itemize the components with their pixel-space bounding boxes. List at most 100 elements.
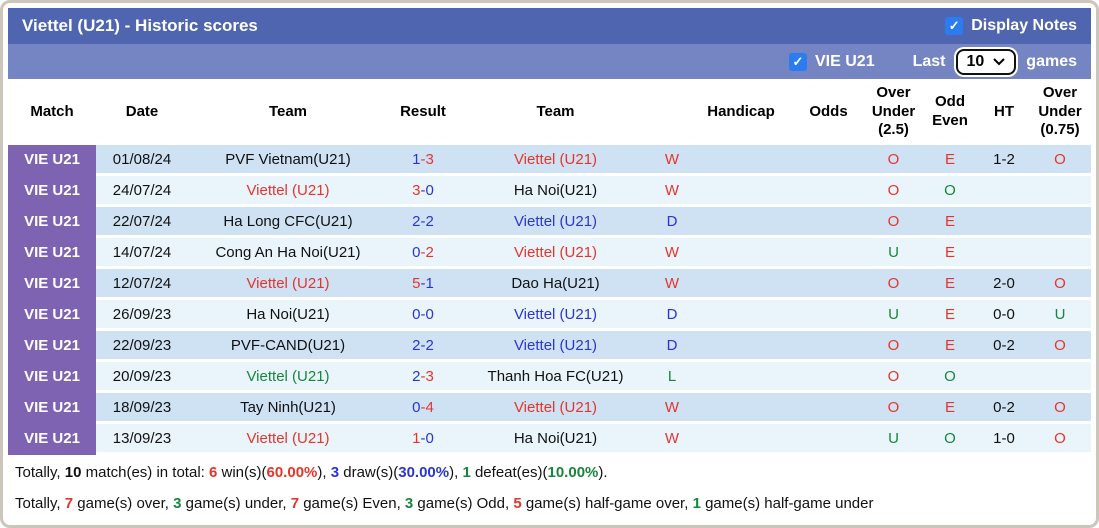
table-header-row: Match Date Team Result Team Handicap Odds Over … <box>8 79 1091 145</box>
away-team-cell: Viettel (U21) <box>458 207 653 238</box>
league-cell[interactable]: VIE U21 <box>8 238 96 269</box>
league-cell[interactable]: VIE U21 <box>8 362 96 393</box>
odd-even-cell: O <box>921 176 979 207</box>
league-cell[interactable]: VIE U21 <box>8 424 96 455</box>
over-under-25-cell: O <box>866 393 921 424</box>
home-team-cell: PVF-CAND(U21) <box>188 331 388 362</box>
column-header-2: Team <box>188 79 388 145</box>
over-under-075-cell: O <box>1029 393 1091 424</box>
away-team-cell: Viettel (U21) <box>458 145 653 176</box>
date-cell: 14/07/24 <box>96 238 188 269</box>
league-cell[interactable]: VIE U21 <box>8 145 96 176</box>
outcome-cell: W <box>653 145 691 176</box>
handicap-cell <box>691 331 791 362</box>
column-header-10: HT <box>979 79 1029 145</box>
filter-bar: ✓ VIE U21 Last 10 games <box>8 44 1091 79</box>
display-notes-label: Display Notes <box>971 17 1077 34</box>
home-team-cell: Cong An Ha Noi(U21) <box>188 238 388 269</box>
date-cell: 13/09/23 <box>96 424 188 455</box>
result-cell: 2-2 <box>388 207 458 238</box>
odd-even-cell: E <box>921 393 979 424</box>
handicap-cell <box>691 145 791 176</box>
display-notes-checkbox[interactable]: ✓ <box>945 17 964 35</box>
title-bar: Viettel (U21) - Historic scores ✓ Displa… <box>8 8 1091 44</box>
handicap-cell <box>691 300 791 331</box>
home-team-cell: Viettel (U21) <box>188 362 388 393</box>
league-cell[interactable]: VIE U21 <box>8 207 96 238</box>
table-row: VIE U21 12/07/24 Viettel (U21) 5-1 Dao Ha(U2… <box>8 269 1091 300</box>
team-filter-checkbox[interactable]: ✓ <box>789 52 807 71</box>
odd-even-cell: O <box>921 362 979 393</box>
league-cell[interactable]: VIE U21 <box>8 300 96 331</box>
games-count-select[interactable]: 10 <box>955 48 1017 75</box>
over-under-25-cell: U <box>866 424 921 455</box>
column-header-8: Over Under (2.5) <box>866 79 921 145</box>
summary-segment: 60.00% <box>266 464 318 481</box>
summary-segment: 5 <box>513 494 522 512</box>
over-under-075-cell <box>1029 238 1091 269</box>
league-cell[interactable]: VIE U21 <box>8 269 96 300</box>
column-header-7: Odds <box>791 79 866 145</box>
column-header-1: Date <box>96 79 188 145</box>
summary-segment: 7 <box>290 494 300 512</box>
odds-cell <box>791 207 866 238</box>
summary-segment: defeat(es)( <box>470 464 548 481</box>
result-cell: 1-0 <box>388 424 458 455</box>
result-cell: 3-0 <box>388 176 458 207</box>
odd-even-cell: E <box>921 331 979 362</box>
summary-segment: 30.00% <box>398 464 450 481</box>
over-under-075-cell: O <box>1029 269 1091 300</box>
summary-segment: match(es) in total: <box>81 464 209 481</box>
odd-even-cell: E <box>921 300 979 331</box>
table-row: VIE U21 22/09/23 PVF-CAND(U21) 2-2 Viettel (… <box>8 331 1091 362</box>
summary-segment: game(s) Odd, <box>413 494 514 512</box>
outcome-cell: D <box>653 300 691 331</box>
ht-cell: 1-0 <box>979 424 1029 455</box>
odd-even-cell: E <box>921 207 979 238</box>
table-row: VIE U21 18/09/23 Tay Ninh(U21) 0-4 Viettel (… <box>8 393 1091 424</box>
column-header-0: Match <box>8 79 96 145</box>
odd-even-cell: E <box>921 269 979 300</box>
date-cell: 22/09/23 <box>96 331 188 362</box>
summary-segment: 3 <box>173 494 182 512</box>
summary-segment: game(s) half-game over, <box>521 494 693 512</box>
odds-cell <box>791 176 866 207</box>
over-under-075-cell: O <box>1029 331 1091 362</box>
home-team-cell: Viettel (U21) <box>188 424 388 455</box>
home-team-cell: Ha Long CFC(U21) <box>188 207 388 238</box>
league-cell[interactable]: VIE U21 <box>8 331 96 362</box>
column-header-9: Odd Even <box>921 79 979 145</box>
over-under-25-cell: U <box>866 238 921 269</box>
games-count-value: 10 <box>966 52 985 70</box>
last-label: Last <box>912 52 946 70</box>
league-cell[interactable]: VIE U21 <box>8 176 96 207</box>
ht-cell: 0-2 <box>979 393 1029 424</box>
summary-segment: 1 <box>462 464 471 481</box>
summary-segment: 7 <box>64 494 74 512</box>
ht-cell <box>979 362 1029 393</box>
over-under-075-cell <box>1029 207 1091 238</box>
column-header-4: Team <box>458 79 653 145</box>
outcome-cell: W <box>653 176 691 207</box>
column-header-6: Handicap <box>691 79 791 145</box>
over-under-075-cell: O <box>1029 424 1091 455</box>
summary-segment: game(s) half-game under <box>700 494 874 512</box>
result-cell: 0-4 <box>388 393 458 424</box>
date-cell: 12/07/24 <box>96 269 188 300</box>
summary-segment: 10 <box>64 464 82 481</box>
summary-segment: 3 <box>404 494 414 512</box>
ht-cell: 2-0 <box>979 269 1029 300</box>
ht-cell <box>979 238 1029 269</box>
result-cell: 2-2 <box>388 331 458 362</box>
summary-segment: 1 <box>692 494 701 512</box>
handicap-cell <box>691 424 791 455</box>
away-team-cell: Viettel (U21) <box>458 238 653 269</box>
away-team-cell: Thanh Hoa FC(U21) <box>458 362 653 393</box>
date-cell: 24/07/24 <box>96 176 188 207</box>
outcome-cell: D <box>653 207 691 238</box>
column-header-3: Result <box>388 79 458 145</box>
handicap-cell <box>691 207 791 238</box>
away-team-cell: Viettel (U21) <box>458 393 653 424</box>
league-cell[interactable]: VIE U21 <box>8 393 96 424</box>
